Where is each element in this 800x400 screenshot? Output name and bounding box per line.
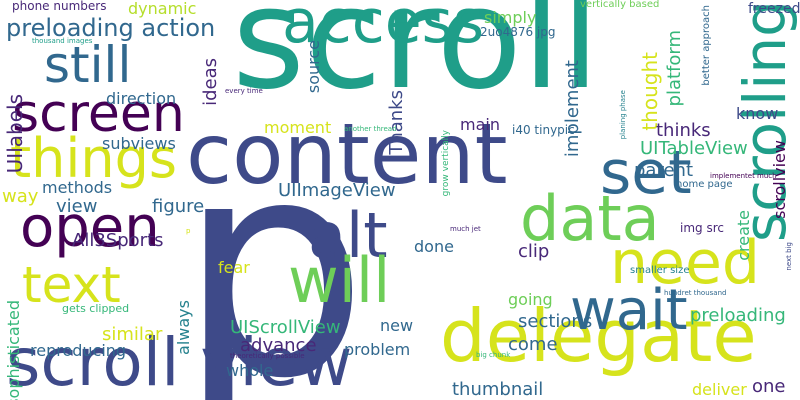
cloud-word: big chunk	[476, 351, 511, 359]
cloud-word: better approach	[701, 5, 712, 86]
cloud-word: subviews	[102, 134, 176, 153]
cloud-word: next big	[785, 242, 793, 271]
cloud-word: delegate	[440, 294, 757, 378]
cloud-word: sections	[518, 311, 593, 332]
cloud-word: 2uo4876 jpg	[480, 25, 556, 39]
cloud-word: UITableView	[640, 138, 748, 159]
cloud-word: clip	[518, 241, 550, 262]
cloud-word: i40 tinypic	[512, 123, 575, 137]
cloud-word: thinks	[656, 120, 711, 141]
cloud-word: p	[186, 227, 191, 235]
cloud-word: Thanks	[386, 90, 407, 155]
cloud-word: phone numbers	[12, 0, 107, 13]
cloud-word: will	[288, 244, 391, 317]
cloud-word: simply	[484, 8, 537, 27]
cloud-word: thumbnail	[452, 379, 544, 400]
cloud-word: All3Sports	[72, 230, 164, 251]
cloud-word: UIScrollView	[230, 317, 341, 338]
cloud-word: preloading action	[6, 14, 216, 42]
cloud-word: done	[414, 237, 454, 256]
cloud-word: content	[186, 105, 508, 203]
cloud-word: main	[460, 115, 500, 134]
cloud-word: moment	[264, 118, 332, 137]
cloud-word: sophisticated	[4, 300, 23, 400]
cloud-word: one	[752, 376, 786, 397]
cloud-word: way	[2, 186, 39, 207]
cloud-word: create	[734, 210, 753, 261]
cloud-word: thought	[638, 52, 662, 131]
cloud-word: view	[56, 196, 98, 217]
cloud-word: p	[178, 95, 369, 400]
cloud-word: dynamic	[128, 0, 197, 18]
cloud-word: grow vertically	[441, 130, 451, 197]
cloud-word: reproducing	[30, 341, 127, 360]
cloud-word: img src	[680, 221, 724, 235]
cloud-word: scroll	[232, 0, 600, 121]
cloud-word: screen	[12, 84, 185, 144]
cloud-word: vertically based	[580, 0, 660, 10]
cloud-word: need	[610, 228, 760, 298]
cloud-word: gets clipped	[62, 302, 130, 315]
cloud-word: theoretically possible	[230, 352, 305, 360]
cloud-word: wait	[570, 278, 688, 343]
cloud-word: hundret thousand	[664, 289, 727, 297]
cloud-word: things	[10, 127, 178, 190]
cloud-word: alt	[308, 199, 388, 272]
cloud-word: ideas	[200, 58, 221, 106]
cloud-word: advance	[240, 335, 317, 356]
cloud-word: data	[520, 182, 660, 255]
cloud-word: new	[380, 316, 414, 335]
cloud-word: direction	[106, 89, 177, 108]
cloud-word: set	[600, 138, 692, 208]
cloud-word: similar	[102, 324, 163, 345]
cloud-word: thousand images	[32, 37, 93, 45]
cloud-word: problem	[344, 340, 411, 359]
cloud-word: text	[22, 256, 121, 314]
cloud-word: freezed	[748, 1, 800, 17]
cloud-word: deliver	[692, 380, 747, 399]
cloud-word: every time	[225, 87, 263, 95]
cloud-word: planing phase	[619, 90, 627, 140]
cloud-word: going	[508, 290, 553, 309]
cloud-word: implementet much	[710, 172, 777, 180]
cloud-word: know	[736, 104, 779, 123]
cloud-word: another thread	[344, 125, 397, 133]
cloud-word: come	[508, 334, 558, 355]
cloud-word: still	[44, 36, 132, 94]
cloud-word: home page	[676, 179, 733, 190]
cloud-word: access	[282, 0, 485, 57]
cloud-word: scroll view	[6, 324, 353, 400]
cloud-word: whole	[226, 361, 274, 380]
cloud-word: platform	[664, 30, 685, 107]
cloud-word: fear	[218, 258, 250, 277]
cloud-word: parent	[634, 160, 694, 181]
cloud-word: preloading	[690, 305, 786, 326]
cloud-word: open	[20, 195, 160, 260]
cloud-word: source	[304, 40, 323, 94]
cloud-word: smaller size	[630, 265, 690, 276]
cloud-word: always	[174, 300, 193, 355]
cloud-word: implement	[562, 60, 583, 158]
cloud-word: UIlabels	[3, 94, 27, 174]
cloud-word: methods	[42, 178, 113, 197]
cloud-word: figure	[152, 196, 205, 217]
cloud-word: much jet	[450, 225, 481, 233]
cloud-word: UIImageView	[278, 180, 396, 201]
